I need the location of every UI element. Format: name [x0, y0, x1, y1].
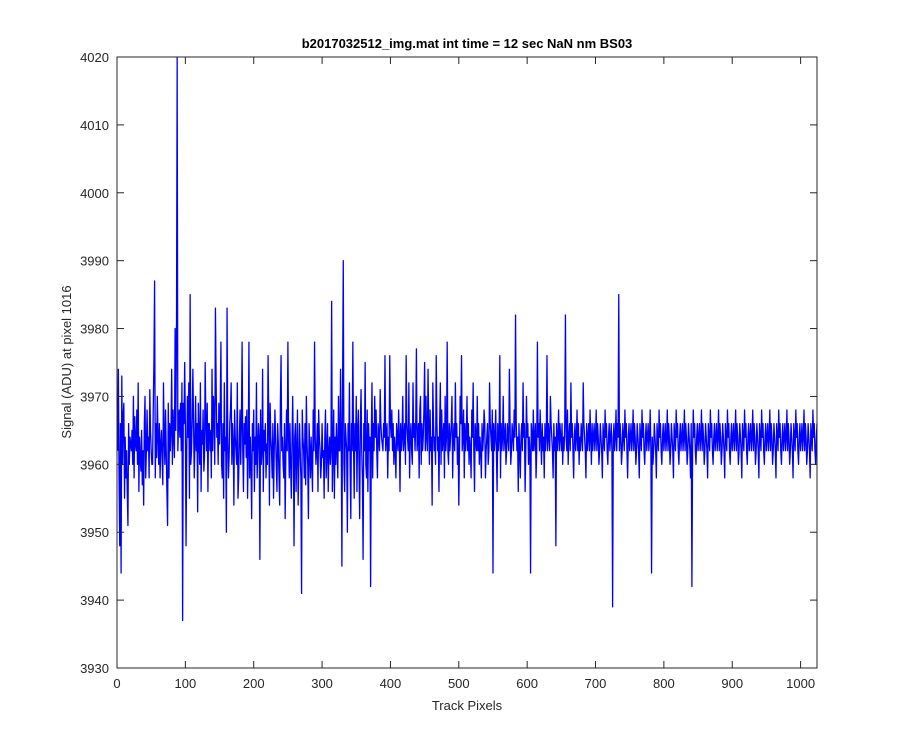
y-tick-label: 3950 [80, 525, 109, 540]
x-tick-label: 800 [653, 676, 675, 691]
x-tick-label: 700 [585, 676, 607, 691]
x-axis-label: Track Pixels [432, 698, 503, 713]
y-tick-label: 4000 [80, 186, 109, 201]
x-tick-label: 0 [113, 676, 120, 691]
axes-box [116, 56, 818, 669]
y-tick-label: 3960 [80, 457, 109, 472]
y-tick-label: 3980 [80, 322, 109, 337]
y-tick-label: 4020 [80, 50, 109, 65]
y-tick-label: 4010 [80, 118, 109, 133]
axes-layer [116, 56, 818, 669]
x-tick-label: 400 [380, 676, 402, 691]
chart-title: b2017032512_img.mat int time = 12 sec Na… [302, 36, 633, 51]
series-layer [117, 56, 818, 622]
y-tick-label: 3970 [80, 389, 109, 404]
x-tick-label: 100 [175, 676, 197, 691]
x-tick-label: 900 [721, 676, 743, 691]
x-tick-label: 300 [311, 676, 333, 691]
series-line-1 [117, 56, 818, 622]
y-tick-label: 3940 [80, 593, 109, 608]
plot-area [117, 57, 817, 668]
x-tick-label: 500 [448, 676, 470, 691]
x-tick-label: 600 [516, 676, 538, 691]
x-tick-label: 1000 [786, 676, 815, 691]
y-axis-label: Signal (ADU) at pixel 1016 [59, 285, 74, 438]
ticks-layer: 0 100 200 300 400 500 600 700 800 900 1000 3930 3940… [80, 50, 817, 691]
y-tick-label: 3930 [80, 661, 109, 676]
y-tick-label: 3990 [80, 254, 109, 269]
x-tick-label: 200 [243, 676, 265, 691]
